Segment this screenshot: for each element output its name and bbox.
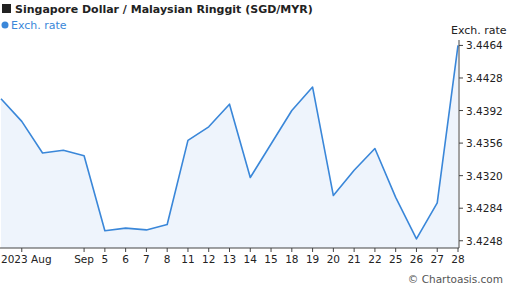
- x-tick-label: 21: [347, 253, 360, 265]
- y-tick-label: 3.4464: [466, 39, 503, 51]
- x-tick: [271, 248, 272, 252]
- y-tick: [459, 240, 463, 241]
- x-tick: [187, 248, 188, 252]
- x-tick: [395, 248, 396, 252]
- y-tick-label: 3.4284: [466, 202, 503, 214]
- x-tick-label: 15: [264, 253, 277, 265]
- x-tick-label: 8: [164, 253, 171, 265]
- series-group: [1, 45, 458, 248]
- x-tick: [229, 248, 230, 252]
- x-tick-label: 14: [244, 253, 258, 265]
- y-tick: [459, 143, 463, 144]
- legend-label: Exch. rate: [11, 19, 67, 32]
- x-tick-label: 11: [181, 253, 194, 265]
- x-tick: [125, 248, 126, 252]
- x-tick-label: 12: [202, 253, 215, 265]
- x-tick-label: 20: [327, 253, 340, 265]
- x-tick-label: 18: [285, 253, 298, 265]
- legend-marker: [2, 22, 9, 29]
- x-tick: [250, 248, 251, 252]
- y-tick-label: 3.4320: [466, 170, 503, 182]
- x-tick: [146, 248, 147, 252]
- x-tick-label: 2023 Aug: [1, 253, 52, 265]
- x-tick: [333, 248, 334, 252]
- chart: Singapore Dollar / Malaysian Ringgit (SG…: [0, 0, 507, 288]
- line: [1, 45, 458, 239]
- x-tick: [84, 248, 85, 252]
- title-icon: [2, 4, 11, 13]
- y-tick: [459, 208, 463, 209]
- x-tick-label: 22: [368, 253, 381, 265]
- x-tick: [208, 248, 209, 252]
- x-tick-label: Sep: [74, 253, 94, 265]
- x-tick: [312, 248, 313, 252]
- watermark: © Chartoasis.com: [408, 273, 503, 285]
- x-tick-label: 26: [410, 253, 424, 265]
- y-tick-label: 3.4356: [466, 137, 503, 149]
- x-tick: [104, 248, 105, 252]
- y-tick: [459, 45, 463, 46]
- area: [1, 45, 458, 248]
- y-axis-label: Exch. rate: [451, 24, 507, 37]
- y-tick: [459, 175, 463, 176]
- x-tick-label: 19: [306, 253, 319, 265]
- x-tick: [416, 248, 417, 252]
- x-tick: [167, 248, 168, 252]
- x-tick: [458, 248, 459, 252]
- x-tick: [291, 248, 292, 252]
- x-tick: [374, 248, 375, 252]
- title: Singapore Dollar / Malaysian Ringgit (SG…: [15, 3, 313, 16]
- y-tick-label: 3.4248: [466, 235, 503, 247]
- x-tick: [21, 248, 22, 252]
- y-tick-label: 3.4392: [466, 105, 503, 117]
- x-tick-label: 5: [102, 253, 109, 265]
- x-tick-label: 7: [143, 253, 150, 265]
- x-tick-label: 28: [451, 253, 464, 265]
- x-tick-label: 25: [389, 253, 402, 265]
- x-tick-label: 6: [122, 253, 129, 265]
- y-axis-line: [459, 40, 460, 248]
- y-tick: [459, 110, 463, 111]
- x-tick: [354, 248, 355, 252]
- x-tick: [437, 248, 438, 252]
- x-tick-label: 27: [431, 253, 444, 265]
- y-tick-label: 3.4428: [466, 72, 503, 84]
- y-tick: [459, 77, 463, 78]
- x-tick-label: 13: [223, 253, 236, 265]
